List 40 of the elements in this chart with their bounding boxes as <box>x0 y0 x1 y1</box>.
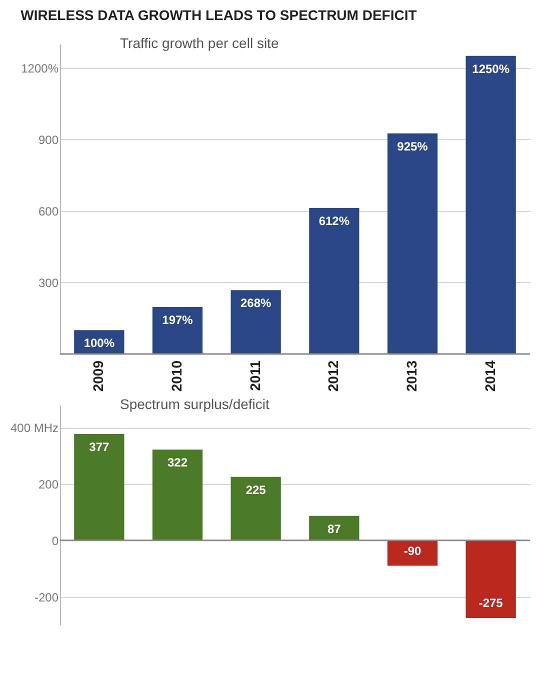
data-label: 87 <box>327 522 342 536</box>
annotation: Spectrum surplus/deficit <box>120 396 270 412</box>
bar <box>152 450 203 540</box>
bar <box>387 540 438 566</box>
x-tick-label: 2011 <box>246 360 263 391</box>
x-tick-label: 2009 <box>90 360 106 392</box>
bar <box>230 476 281 540</box>
x-tick-label: 2013 <box>404 360 420 392</box>
y-tick-label: 300 <box>38 276 59 290</box>
bar <box>309 516 360 540</box>
data-label: 322 <box>167 456 188 470</box>
data-label: 1250% <box>472 62 510 76</box>
y-tick-label: 200 <box>38 477 59 492</box>
data-label: -275 <box>478 596 504 610</box>
bar <box>387 133 438 354</box>
data-label: 612% <box>318 214 350 228</box>
y-tick-label: 1200% <box>21 61 59 76</box>
bar <box>74 434 124 540</box>
data-label: 377 <box>89 440 110 454</box>
data-label: 925% <box>397 139 428 154</box>
bar <box>152 307 203 354</box>
data-label: 268% <box>240 296 272 310</box>
bar <box>309 208 360 354</box>
x-tick-label: 2014 <box>482 360 498 392</box>
y-tick-label: -200 <box>34 590 59 604</box>
bar <box>466 540 516 618</box>
bar <box>230 290 281 354</box>
x-tick-label: 2012 <box>325 360 342 392</box>
annotation: Traffic growth per cell site <box>120 35 279 51</box>
data-label: -90 <box>404 544 422 558</box>
y-tick-label: 900 <box>38 132 59 147</box>
x-tick-label: 2010 <box>168 360 184 392</box>
data-label: 225 <box>246 482 266 497</box>
data-label: 197% <box>162 313 194 328</box>
y-tick-label: 400 MHz <box>10 421 58 436</box>
bar <box>466 56 516 354</box>
chart-title: WIRELESS DATA GROWTH LEADS TO SPECTRUM DEFICIT <box>20 7 418 23</box>
y-tick-label: 0 <box>52 534 59 548</box>
data-label: 100% <box>84 336 115 350</box>
y-tick-label: 600 <box>38 204 59 218</box>
